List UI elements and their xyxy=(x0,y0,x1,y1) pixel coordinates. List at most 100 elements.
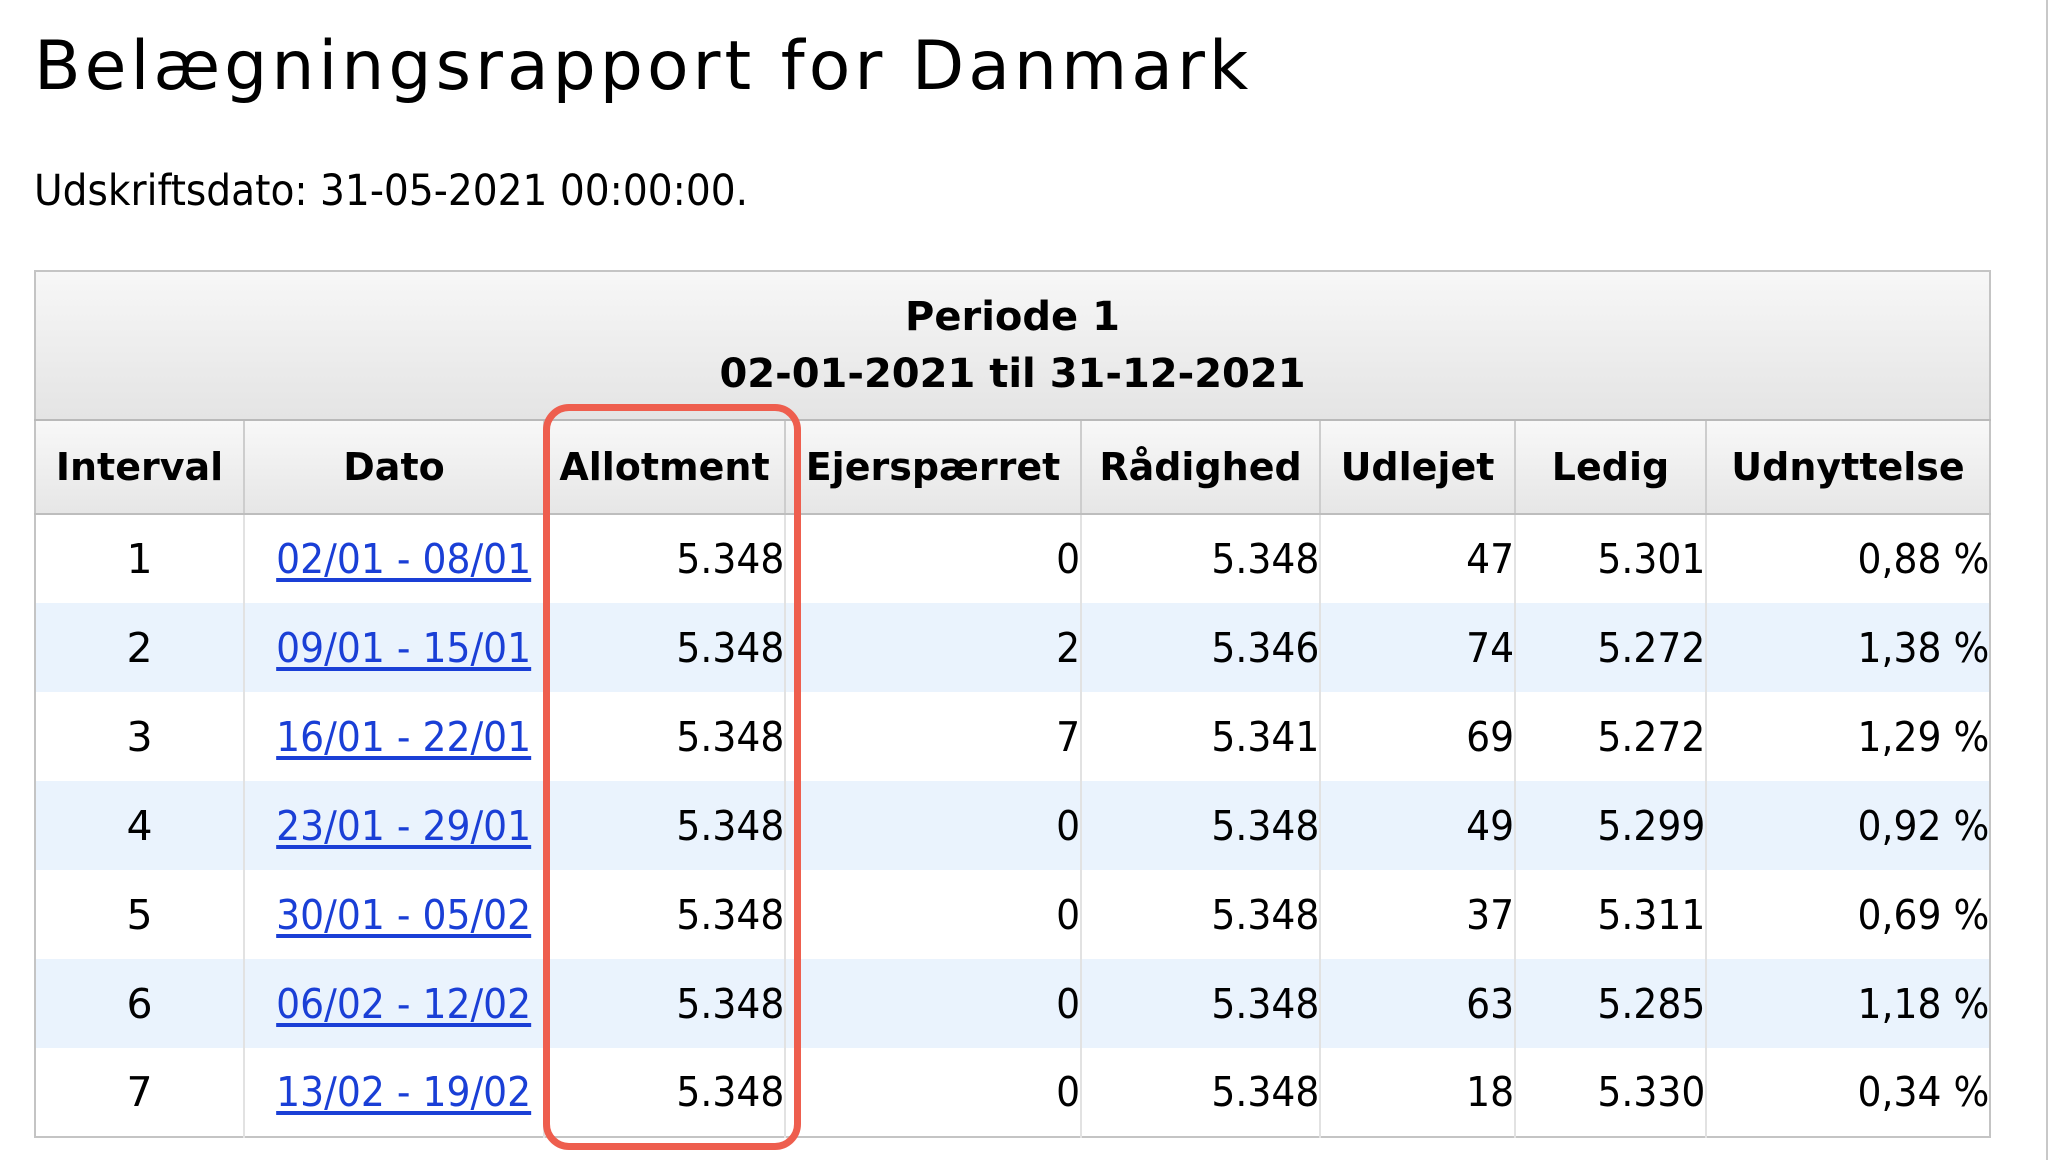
ledig-cell: 5.272 xyxy=(1515,692,1707,781)
allotment-value: 5.348 xyxy=(676,712,784,761)
raadighed-cell: 5.348 xyxy=(1081,870,1321,959)
allotment-value: 5.348 xyxy=(676,979,784,1028)
udnyttelse-value: 0,34 % xyxy=(1857,1068,1989,1116)
ejerspaerret-value: 0 xyxy=(1055,801,1080,850)
raadighed-value: 5.348 xyxy=(1211,979,1319,1028)
udnyttelse-value: 1,29 % xyxy=(1857,712,1989,761)
ejerspaerret-cell: 0 xyxy=(785,781,1082,870)
raadighed-cell: 5.348 xyxy=(1081,514,1321,603)
column-header-interval: Interval xyxy=(35,420,245,515)
column-header-row: Interval Dato Allotment Ejerspærret Rådi… xyxy=(35,420,1990,515)
date-range-link[interactable]: 09/01 - 15/01 xyxy=(276,623,531,672)
ejerspaerret-value: 0 xyxy=(1055,890,1080,939)
ledig-value: 5.272 xyxy=(1597,712,1705,761)
ejerspaerret-value: 2 xyxy=(1055,623,1080,672)
print-date: Udskriftsdato: 31-05-2021 00:00:00. xyxy=(34,166,749,216)
date-range-link[interactable]: 16/01 - 22/01 xyxy=(276,712,531,761)
raadighed-cell: 5.348 xyxy=(1081,781,1321,870)
udnyttelse-value: 0,69 % xyxy=(1857,890,1989,939)
udnyttelse-value: 1,18 % xyxy=(1857,979,1989,1028)
page-title: Belægningsrapport for Danmark xyxy=(34,27,1253,106)
ledig-cell: 5.272 xyxy=(1515,603,1707,692)
period-label: Periode 1 xyxy=(905,293,1120,340)
allotment-value: 5.348 xyxy=(676,623,784,672)
occupancy-table: Periode 1 02-01-2021 til 31-12-2021 Inte… xyxy=(34,270,1991,1138)
date-range-link[interactable]: 23/01 - 29/01 xyxy=(276,801,531,850)
dato-cell: 06/02 - 12/02 xyxy=(244,959,545,1048)
udlejet-value: 37 xyxy=(1466,890,1514,939)
interval-cell: 2 xyxy=(35,603,245,692)
column-header-ejerspaerret: Ejerspærret xyxy=(785,420,1082,515)
ledig-cell: 5.311 xyxy=(1515,870,1707,959)
period-header: Periode 1 02-01-2021 til 31-12-2021 xyxy=(35,271,1990,421)
allotment-cell: 5.348 xyxy=(544,603,786,692)
interval-cell: 1 xyxy=(35,514,245,603)
ledig-value: 5.272 xyxy=(1597,623,1705,672)
interval-cell: 6 xyxy=(35,959,245,1048)
ledig-value: 5.330 xyxy=(1597,1068,1705,1116)
udlejet-value: 74 xyxy=(1466,623,1514,672)
udlejet-value: 47 xyxy=(1466,535,1514,583)
udnyttelse-cell: 1,38 % xyxy=(1706,603,1990,692)
allotment-cell: 5.348 xyxy=(544,514,786,603)
ejerspaerret-value: 7 xyxy=(1055,712,1080,761)
ejerspaerret-cell: 2 xyxy=(785,603,1082,692)
table-row: 1 02/01 - 08/01 5.348 0 5.348 47 5.301 0… xyxy=(35,514,1990,603)
column-header-allotment: Allotment xyxy=(544,420,786,515)
udnyttelse-value: 0,88 % xyxy=(1857,535,1989,583)
ledig-cell: 5.301 xyxy=(1515,514,1707,603)
interval-cell: 7 xyxy=(35,1048,245,1137)
raadighed-cell: 5.341 xyxy=(1081,692,1321,781)
column-header-udlejet: Udlejet xyxy=(1320,420,1516,515)
dato-cell: 13/02 - 19/02 xyxy=(244,1048,545,1137)
column-header-dato: Dato xyxy=(244,420,545,515)
window-edge xyxy=(2046,0,2048,1160)
allotment-value: 5.348 xyxy=(676,535,784,583)
dato-cell: 23/01 - 29/01 xyxy=(244,781,545,870)
raadighed-cell: 5.348 xyxy=(1081,959,1321,1048)
udlejet-cell: 63 xyxy=(1320,959,1516,1048)
udlejet-cell: 49 xyxy=(1320,781,1516,870)
allotment-cell: 5.348 xyxy=(544,959,786,1048)
ledig-cell: 5.285 xyxy=(1515,959,1707,1048)
udnyttelse-value: 1,38 % xyxy=(1857,623,1989,672)
udnyttelse-cell: 1,18 % xyxy=(1706,959,1990,1048)
date-range-link[interactable]: 13/02 - 19/02 xyxy=(276,1068,531,1116)
udnyttelse-cell: 0,34 % xyxy=(1706,1048,1990,1137)
udlejet-cell: 74 xyxy=(1320,603,1516,692)
dato-cell: 09/01 - 15/01 xyxy=(244,603,545,692)
table-row: 6 06/02 - 12/02 5.348 0 5.348 63 5.285 1… xyxy=(35,959,1990,1048)
table-row: 5 30/01 - 05/02 5.348 0 5.348 37 5.311 0… xyxy=(35,870,1990,959)
allotment-value: 5.348 xyxy=(676,1068,784,1116)
raadighed-cell: 5.348 xyxy=(1081,1048,1321,1137)
ledig-value: 5.301 xyxy=(1597,535,1705,583)
udlejet-value: 63 xyxy=(1466,979,1514,1028)
udlejet-value: 18 xyxy=(1466,1068,1514,1116)
date-range-link[interactable]: 06/02 - 12/02 xyxy=(276,979,531,1028)
udnyttelse-cell: 0,92 % xyxy=(1706,781,1990,870)
udlejet-cell: 18 xyxy=(1320,1048,1516,1137)
dato-cell: 30/01 - 05/02 xyxy=(244,870,545,959)
allotment-value: 5.348 xyxy=(676,890,784,939)
date-range-link[interactable]: 02/01 - 08/01 xyxy=(276,535,531,583)
raadighed-value: 5.341 xyxy=(1211,712,1319,761)
udnyttelse-cell: 0,69 % xyxy=(1706,870,1990,959)
table-row: 4 23/01 - 29/01 5.348 0 5.348 49 5.299 0… xyxy=(35,781,1990,870)
table-row: 2 09/01 - 15/01 5.348 2 5.346 74 5.272 1… xyxy=(35,603,1990,692)
ejerspaerret-cell: 0 xyxy=(785,959,1082,1048)
column-header-ledig: Ledig xyxy=(1515,420,1707,515)
ejerspaerret-value: 0 xyxy=(1055,535,1080,583)
date-range-link[interactable]: 30/01 - 05/02 xyxy=(276,890,531,939)
ejerspaerret-value: 0 xyxy=(1055,1068,1080,1116)
udlejet-cell: 37 xyxy=(1320,870,1516,959)
udlejet-value: 49 xyxy=(1466,801,1514,850)
interval-cell: 4 xyxy=(35,781,245,870)
ledig-cell: 5.330 xyxy=(1515,1048,1707,1137)
ejerspaerret-value: 0 xyxy=(1055,979,1080,1028)
raadighed-cell: 5.346 xyxy=(1081,603,1321,692)
ledig-value: 5.299 xyxy=(1597,801,1705,850)
allotment-cell: 5.348 xyxy=(544,870,786,959)
udlejet-cell: 47 xyxy=(1320,514,1516,603)
udnyttelse-cell: 1,29 % xyxy=(1706,692,1990,781)
column-header-raadighed: Rådighed xyxy=(1081,420,1321,515)
